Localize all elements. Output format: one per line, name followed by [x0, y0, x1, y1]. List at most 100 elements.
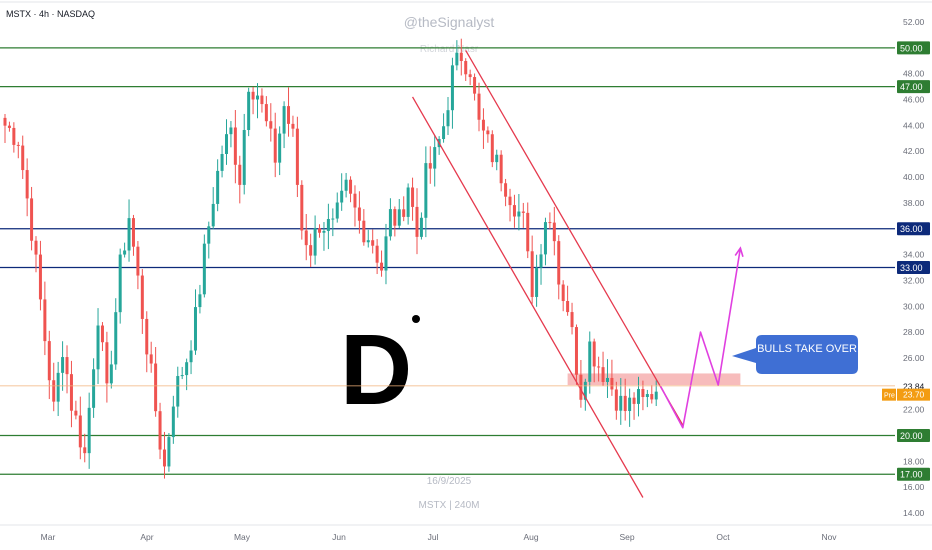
y-tick-10: 34.00 — [903, 250, 925, 260]
candle-body-86 — [384, 236, 388, 271]
candle-body-138 — [614, 389, 618, 411]
x-tick-7: Oct — [716, 532, 730, 542]
y-tick-17: 48.00 — [903, 69, 925, 79]
candle-body-43 — [193, 307, 197, 351]
candle-body-37 — [167, 437, 171, 467]
candle-body-122 — [543, 222, 547, 255]
candle-body-1 — [7, 125, 11, 128]
candle-body-123 — [548, 222, 552, 224]
y-tick-13: 40.00 — [903, 172, 925, 182]
x-tick-1: Apr — [140, 532, 153, 542]
candle-body-100 — [446, 110, 450, 127]
pre-tag-prefix-bg — [882, 388, 896, 401]
candle-body-46 — [207, 226, 211, 244]
level-label-bg-3 — [897, 261, 930, 274]
candle-body-30 — [136, 246, 140, 276]
candle-body-42 — [189, 350, 193, 363]
candle-body-95 — [424, 163, 428, 218]
candle-body-58 — [260, 95, 264, 105]
candle-body-47 — [211, 203, 215, 227]
candle-body-11 — [52, 380, 56, 402]
candle-body-82 — [366, 240, 370, 243]
candle-body-140 — [623, 395, 627, 412]
resistance-zone-box — [567, 373, 741, 386]
candle-body-27 — [123, 250, 127, 255]
candle-body-134 — [597, 366, 601, 368]
level-label-bg-2 — [897, 222, 930, 236]
channel-line-lower — [411, 96, 644, 498]
x-tick-3: Jun — [332, 532, 346, 542]
candle-body-111 — [495, 154, 499, 163]
candle-body-139 — [619, 395, 623, 411]
candle-body-76 — [340, 190, 344, 203]
candle-body-29 — [131, 218, 135, 247]
candle-body-13 — [61, 357, 65, 373]
candle-body-118 — [526, 212, 530, 252]
candle-body-18 — [83, 447, 87, 454]
candle-body-110 — [490, 134, 494, 163]
candle-body-84 — [375, 245, 379, 263]
candle-body-57 — [256, 95, 260, 100]
candle-body-91 — [406, 187, 410, 217]
y-tick-12: 38.00 — [903, 198, 925, 208]
candle-body-53 — [238, 164, 242, 185]
y-tick-1: 16.00 — [903, 482, 925, 492]
candle-body-3 — [16, 144, 20, 146]
candle-body-129 — [574, 327, 578, 375]
candle-body-64 — [287, 106, 291, 124]
symbol-title: MSTX · 4h · NASDAQ — [6, 9, 95, 19]
candle-body-144 — [641, 389, 645, 398]
candle-body-112 — [499, 154, 503, 184]
candle-body-19 — [87, 407, 91, 454]
descending-channel — [411, 50, 684, 498]
pre-tag-prefix: Pre — [884, 393, 895, 400]
projected-path — [659, 246, 744, 429]
candle-body-66 — [295, 128, 299, 185]
x-tick-2: May — [234, 532, 251, 542]
logo-dot — [412, 315, 420, 323]
candle-body-59 — [264, 104, 268, 122]
candle-body-67 — [300, 184, 304, 231]
candle-body-101 — [450, 65, 454, 111]
y-tick-8: 30.00 — [903, 301, 925, 311]
candle-body-145 — [645, 394, 649, 398]
candle-body-146 — [650, 394, 654, 400]
candle-body-61 — [273, 128, 277, 163]
candle-body-142 — [632, 397, 636, 404]
candle-body-127 — [566, 301, 570, 313]
candle-body-89 — [397, 209, 401, 226]
candle-body-20 — [92, 369, 96, 408]
candle-body-28 — [127, 218, 131, 251]
candle-body-36 — [162, 449, 166, 467]
candle-body-80 — [357, 207, 361, 221]
candle-body-65 — [291, 123, 295, 129]
candle-body-135 — [601, 367, 605, 382]
price-tags: 23.84 Pre 23.70 — [0, 379, 930, 401]
candlestick-series — [3, 38, 658, 479]
candle-body-32 — [145, 318, 149, 355]
candle-body-115 — [512, 205, 516, 217]
candle-body-22 — [100, 325, 104, 343]
candle-body-21 — [96, 325, 100, 370]
candle-body-68 — [304, 230, 308, 246]
y-tick-0: 14.00 — [903, 508, 925, 518]
candle-body-41 — [185, 362, 189, 376]
candle-body-39 — [176, 376, 180, 407]
candle-body-24 — [109, 364, 113, 384]
candle-body-109 — [486, 130, 490, 135]
candle-body-81 — [362, 220, 366, 243]
level-label-3: 33.00 — [900, 263, 923, 273]
candle-body-17 — [78, 415, 82, 448]
candle-body-5 — [25, 170, 29, 199]
candle-body-77 — [344, 179, 348, 191]
y-tick-14: 42.00 — [903, 146, 925, 156]
author-watermark: @theSignalyst — [404, 14, 495, 30]
candle-body-49 — [220, 154, 224, 171]
candle-body-71 — [318, 228, 322, 233]
candle-body-10 — [47, 341, 51, 381]
y-tick-9: 32.00 — [903, 275, 925, 285]
candle-body-133 — [592, 341, 596, 367]
level-labels: 50.00 47.00 36.00 33.00 20.00 17.00 — [897, 41, 930, 481]
